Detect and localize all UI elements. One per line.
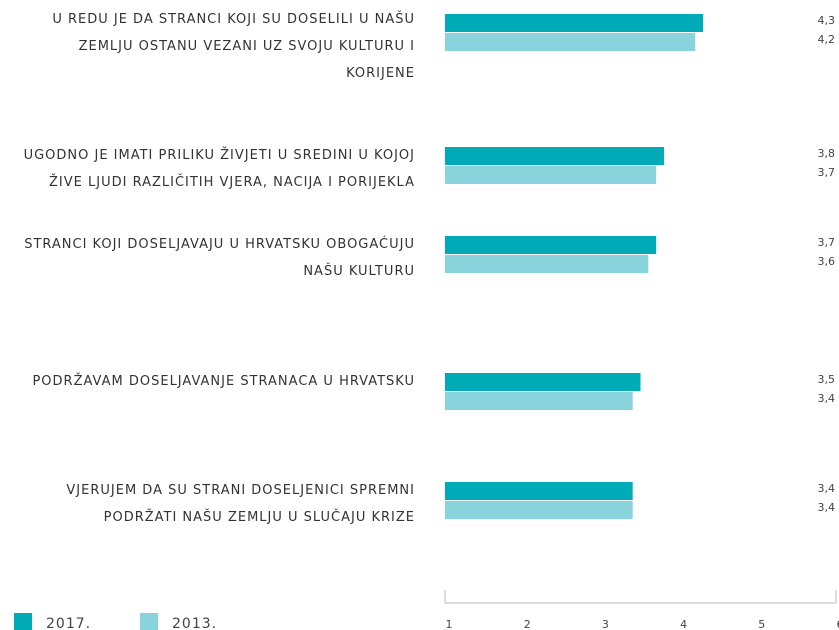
bar [445,14,704,32]
bar [445,392,633,410]
value-label: 3,4 [818,392,836,405]
x-tick-label: 5 [758,618,765,630]
legend-swatch [14,613,32,630]
category-label: VJERUJEM DA SU STRANI DOSELJENICI SPREMN… [66,483,415,525]
legend-label: 2017. [46,616,91,630]
x-tick-label: 1 [446,618,453,630]
value-label: 3,7 [818,236,836,249]
value-label: 4,2 [818,33,836,46]
bar [445,33,696,51]
value-label: 3,5 [818,373,836,386]
legend-swatch [140,613,158,630]
bar [445,373,641,391]
x-tick-label: 3 [602,618,609,630]
value-label: 3,8 [818,147,836,160]
category-label: UGODNO JE IMATI PRILIKU ŽIVJETI U SREDIN… [23,148,415,190]
value-label: 3,4 [818,501,836,514]
legend-label: 2013. [172,616,217,630]
bar [445,501,633,519]
bar [445,236,657,254]
category-label: PODRŽAVAM DOSELJAVANJE STRANACA U HRVATS… [32,374,415,389]
value-label: 3,7 [818,166,836,179]
category-label: U REDU JE DA STRANCI KOJI SU DOSELILI U … [52,12,415,81]
x-tick-label: 6 [837,618,839,630]
x-tick-label: 2 [524,618,531,630]
value-label: 3,4 [818,482,836,495]
category-label: STRANCI KOJI DOSELJAVAJU U HRVATSKU OBOG… [24,237,415,279]
bar [445,166,657,184]
value-label: 3,6 [818,255,836,268]
value-label: 4,3 [818,14,836,27]
bar [445,255,649,273]
bar [445,482,633,500]
bar [445,147,664,165]
x-tick-label: 4 [680,618,687,630]
